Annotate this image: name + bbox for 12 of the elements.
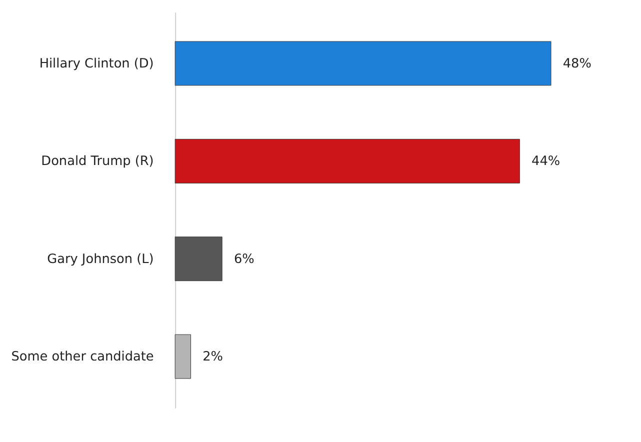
data-label: 48% [562,56,592,72]
y-tick-label: Hillary Clinton (D) [39,56,154,72]
data-label: 6% [234,252,254,267]
bar [174,334,191,379]
y-tick-label: Gary Johnson (L) [47,252,154,267]
bar [174,41,552,86]
bar [174,236,222,282]
y-tick-label: Some other candidate [11,350,154,365]
data-label: 2% [202,350,224,365]
y-tick-label: Donald Trump (R) [41,154,154,170]
data-label: 44% [532,154,560,170]
bar [174,138,520,184]
